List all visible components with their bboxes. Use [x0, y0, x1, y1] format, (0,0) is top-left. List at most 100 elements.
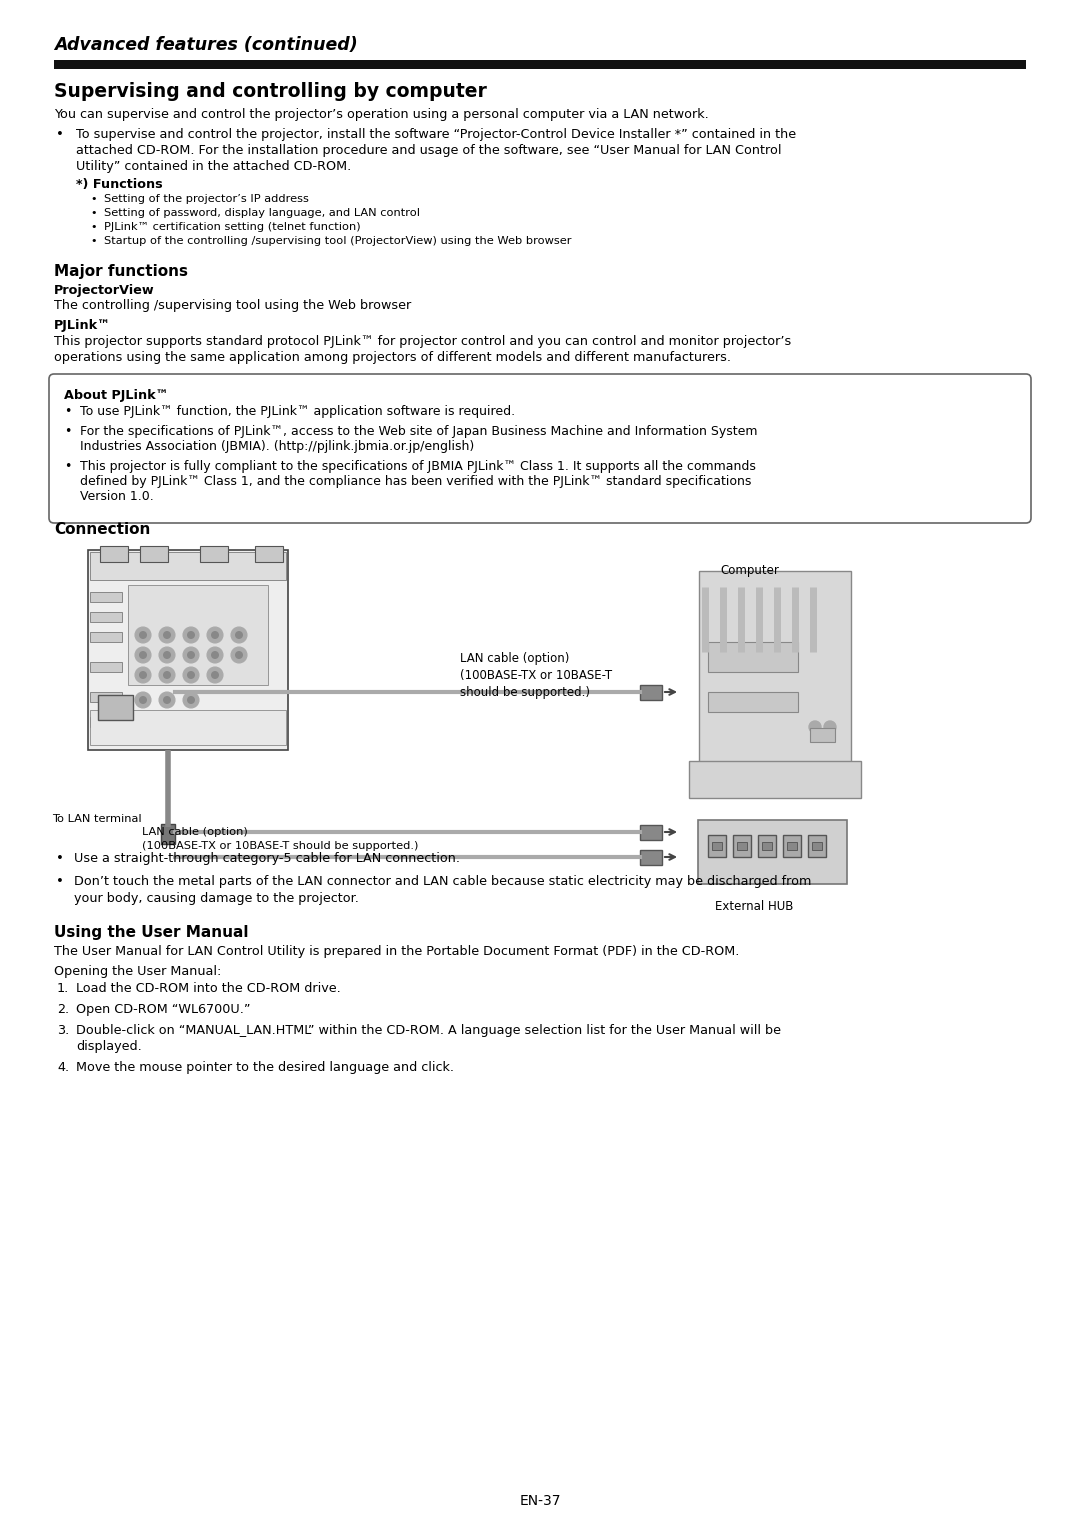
Text: The User Manual for LAN Control Utility is prepared in the Portable Document For: The User Manual for LAN Control Utility … — [54, 944, 740, 958]
Text: Connection: Connection — [54, 523, 150, 536]
Circle shape — [139, 695, 147, 704]
Bar — [737, 842, 747, 850]
Circle shape — [187, 651, 195, 659]
Circle shape — [183, 668, 199, 683]
Bar — [640, 685, 662, 700]
Circle shape — [135, 668, 151, 683]
Text: Using the User Manual: Using the User Manual — [54, 924, 248, 940]
Circle shape — [207, 646, 222, 663]
Bar — [87, 550, 288, 750]
Bar — [255, 545, 283, 562]
Circle shape — [211, 671, 219, 678]
FancyBboxPatch shape — [49, 374, 1031, 523]
Text: Utility” contained in the attached CD-ROM.: Utility” contained in the attached CD-RO… — [76, 160, 351, 173]
Circle shape — [159, 668, 175, 683]
Bar — [640, 850, 662, 865]
Bar — [90, 591, 122, 602]
Text: (100BASE-TX or 10BASE-T: (100BASE-TX or 10BASE-T — [460, 669, 612, 681]
Bar — [758, 834, 777, 857]
Text: LAN cable (option): LAN cable (option) — [460, 652, 569, 665]
Text: Advanced features (continued): Advanced features (continued) — [54, 37, 357, 53]
Circle shape — [183, 692, 199, 707]
Text: displayed.: displayed. — [76, 1041, 141, 1053]
Text: •: • — [64, 405, 71, 419]
Bar — [787, 842, 797, 850]
Text: Double-click on “MANUAL_LAN.HTML” within the CD-ROM. A language selection list f: Double-click on “MANUAL_LAN.HTML” within… — [76, 1024, 781, 1038]
Bar — [812, 842, 822, 850]
Text: Setting of password, display language, and LAN control: Setting of password, display language, a… — [104, 208, 420, 219]
Text: attached CD-ROM. For the installation procedure and usage of the software, see “: attached CD-ROM. For the installation pr… — [76, 144, 782, 157]
Bar — [808, 834, 826, 857]
Text: This projector is fully compliant to the specifications of JBMIA PJLink™ Class 1: This projector is fully compliant to the… — [80, 460, 756, 474]
Text: 1.: 1. — [57, 983, 69, 995]
Bar — [140, 545, 168, 562]
Circle shape — [231, 626, 247, 643]
Bar — [100, 545, 129, 562]
Bar — [708, 642, 798, 672]
Text: The controlling /supervising tool using the Web browser: The controlling /supervising tool using … — [54, 299, 411, 312]
Bar — [129, 585, 268, 685]
Circle shape — [824, 721, 836, 733]
Text: your body, causing damage to the projector.: your body, causing damage to the project… — [75, 892, 359, 905]
Text: Industries Association (JBMIA). (http://pjlink.jbmia.or.jp/english): Industries Association (JBMIA). (http://… — [80, 440, 474, 452]
Bar — [708, 692, 798, 712]
Text: Don’t touch the metal parts of the LAN connector and LAN cable because static el: Don’t touch the metal parts of the LAN c… — [75, 876, 811, 888]
Circle shape — [231, 646, 247, 663]
Text: (100BASE-TX or 10BASE-T should be supported.): (100BASE-TX or 10BASE-T should be suppor… — [141, 840, 418, 851]
Bar — [810, 727, 835, 743]
Text: Major functions: Major functions — [54, 264, 188, 280]
Circle shape — [211, 651, 219, 659]
Bar — [90, 711, 286, 746]
Text: EN-37: EN-37 — [519, 1494, 561, 1508]
Text: For the specifications of PJLink™, access to the Web site of Japan Business Mach: For the specifications of PJLink™, acces… — [80, 425, 757, 439]
Text: Move the mouse pointer to the desired language and click.: Move the mouse pointer to the desired la… — [76, 1060, 454, 1074]
Text: •: • — [64, 425, 71, 439]
Circle shape — [135, 626, 151, 643]
Circle shape — [139, 631, 147, 639]
Text: •: • — [90, 194, 96, 205]
Circle shape — [139, 671, 147, 678]
Text: •: • — [64, 460, 71, 474]
Text: PJLink™: PJLink™ — [54, 319, 111, 332]
Text: *) Functions: *) Functions — [76, 177, 163, 191]
Bar — [200, 545, 228, 562]
Text: should be supported.): should be supported.) — [460, 686, 590, 698]
Bar — [90, 662, 122, 672]
Text: Supervising and controlling by computer: Supervising and controlling by computer — [54, 83, 487, 101]
Text: Version 1.0.: Version 1.0. — [80, 490, 153, 503]
Bar — [90, 717, 122, 727]
FancyBboxPatch shape — [699, 571, 851, 762]
Bar — [90, 692, 122, 701]
Bar — [90, 552, 286, 581]
Circle shape — [187, 631, 195, 639]
Bar — [54, 60, 1026, 69]
Circle shape — [207, 668, 222, 683]
Bar — [712, 842, 723, 850]
Circle shape — [187, 695, 195, 704]
Bar — [762, 842, 772, 850]
Circle shape — [163, 695, 171, 704]
Circle shape — [159, 646, 175, 663]
Text: 4.: 4. — [57, 1060, 69, 1074]
Circle shape — [235, 631, 243, 639]
Text: LAN cable (option): LAN cable (option) — [141, 827, 247, 837]
Text: 2.: 2. — [57, 1002, 69, 1016]
Bar — [708, 834, 726, 857]
Text: This projector supports standard protocol PJLink™ for projector control and you : This projector supports standard protoco… — [54, 335, 792, 348]
Circle shape — [159, 692, 175, 707]
Circle shape — [211, 631, 219, 639]
Text: ProjectorView: ProjectorView — [54, 284, 154, 296]
Circle shape — [159, 626, 175, 643]
Text: Use a straight-through category-5 cable for LAN connection.: Use a straight-through category-5 cable … — [75, 853, 460, 865]
Circle shape — [235, 651, 243, 659]
Text: Setting of the projector’s IP address: Setting of the projector’s IP address — [104, 194, 309, 205]
Text: •: • — [90, 222, 96, 232]
Text: •: • — [90, 208, 96, 219]
Text: Computer: Computer — [720, 564, 779, 578]
Circle shape — [135, 692, 151, 707]
FancyBboxPatch shape — [689, 761, 861, 798]
Bar — [161, 824, 175, 843]
Circle shape — [163, 651, 171, 659]
Text: •: • — [56, 128, 64, 141]
Bar — [783, 834, 801, 857]
